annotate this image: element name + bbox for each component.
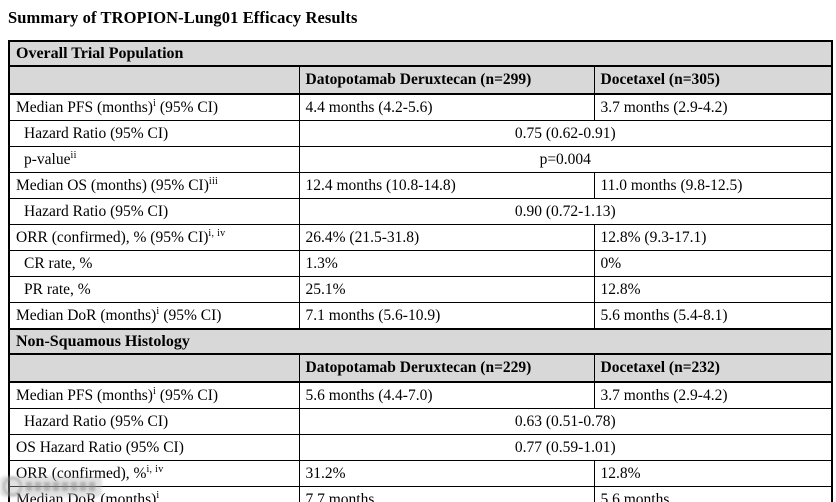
column-header-row: Datopotamab Deruxtecan (n=299) Docetaxel… <box>8 65 833 95</box>
table-row: Median PFS (months)i (95% CI) 4.4 months… <box>8 93 833 121</box>
value-combined: 0.77 (0.59-1.01) <box>298 434 833 461</box>
table-row: PR rate, % 25.1% 12.8% <box>8 276 833 303</box>
watermark <box>0 476 102 497</box>
value-dato: 12.4 months (10.8-14.8) <box>298 172 595 199</box>
value-docetaxel: 5.6 months (5.4-8.1) <box>593 302 833 330</box>
watermark-badge-icon <box>3 477 22 496</box>
value-combined: 0.90 (0.72-1.13) <box>298 198 833 225</box>
table-row: Hazard Ratio (95% CI) 0.90 (0.72-1.13) <box>8 198 833 225</box>
section-header-overall: Overall Trial Population <box>8 40 833 67</box>
superscript: iii <box>208 175 219 187</box>
section-header-nonsquamous: Non-Squamous Histology <box>8 328 833 355</box>
table-row: CR rate, % 1.3% 0% <box>8 250 833 277</box>
row-label: CR rate, % <box>8 250 300 277</box>
value-docetaxel: 5.6 months <box>593 486 833 502</box>
superscript: i <box>152 385 157 397</box>
superscript: i, iv <box>208 227 226 239</box>
column-header-row: Datopotamab Deruxtecan (n=229) Docetaxel… <box>8 353 833 383</box>
value-combined: 0.75 (0.62-0.91) <box>298 120 833 147</box>
table-row: OS Hazard Ratio (95% CI) 0.77 (0.59-1.01… <box>8 434 833 461</box>
value-docetaxel: 12.8% (9.3-17.1) <box>593 224 833 251</box>
value-docetaxel: 11.0 months (9.8-12.5) <box>593 172 833 199</box>
column-header-dato: Datopotamab Deruxtecan (n=229) <box>298 353 595 383</box>
value-dato: 5.6 months (4.4-7.0) <box>298 381 595 409</box>
column-header-docetaxel: Docetaxel (n=305) <box>593 65 833 95</box>
row-label: ORR (confirmed), % (95% CI)i, iv <box>8 224 300 251</box>
superscript: i <box>156 305 160 317</box>
column-header-blank <box>8 65 300 95</box>
table-row: Median OS (months) (95% CI)iii 12.4 mont… <box>8 172 833 199</box>
value-dato: 26.4% (21.5-31.8) <box>298 224 595 251</box>
column-header-blank <box>8 353 300 383</box>
table-row: Hazard Ratio (95% CI) 0.63 (0.51-0.78) <box>8 408 833 435</box>
column-header-dato: Datopotamab Deruxtecan (n=299) <box>298 65 595 95</box>
row-label: Median PFS (months)i (95% CI) <box>8 93 300 121</box>
superscript: i <box>156 489 160 501</box>
value-dato: 7.7 months <box>298 486 595 502</box>
row-label: Hazard Ratio (95% CI) <box>8 408 300 435</box>
efficacy-results-table: Overall Trial Population Datopotamab Der… <box>8 40 834 502</box>
table-row: Median DoR (months)i 7.7 months 5.6 mont… <box>8 486 833 502</box>
value-dato: 7.1 months (5.6-10.9) <box>298 302 595 330</box>
value-combined: p=0.004 <box>298 146 833 173</box>
value-docetaxel: 12.8% <box>593 276 833 303</box>
value-dato: 25.1% <box>298 276 595 303</box>
row-label: Hazard Ratio (95% CI) <box>8 120 300 147</box>
section-header-label: Non-Squamous Histology <box>8 328 833 355</box>
row-label: Median DoR (months)i (95% CI) <box>8 302 300 330</box>
row-label: Median PFS (months)i (95% CI) <box>8 381 300 409</box>
row-label: PR rate, % <box>8 276 300 303</box>
table-row: ORR (confirmed), %i, iv 31.2% 12.8% <box>8 460 833 487</box>
watermark-blurred-text <box>26 482 96 491</box>
value-docetaxel: 3.7 months (2.9-4.2) <box>593 93 833 121</box>
row-label: Hazard Ratio (95% CI) <box>8 198 300 225</box>
row-label: p-valueii <box>8 146 300 173</box>
table-row: ORR (confirmed), % (95% CI)i, iv 26.4% (… <box>8 224 833 251</box>
table-row: p-valueii p=0.004 <box>8 146 833 173</box>
value-docetaxel: 3.7 months (2.9-4.2) <box>593 381 833 409</box>
section-header-label: Overall Trial Population <box>8 40 833 67</box>
value-docetaxel: 0% <box>593 250 833 277</box>
column-header-docetaxel: Docetaxel (n=232) <box>593 353 833 383</box>
row-label: Median OS (months) (95% CI)iii <box>8 172 300 199</box>
superscript: i <box>152 97 157 109</box>
table-row: Median DoR (months)i (95% CI) 7.1 months… <box>8 302 833 330</box>
value-docetaxel: 12.8% <box>593 460 833 487</box>
value-dato: 31.2% <box>298 460 595 487</box>
value-combined: 0.63 (0.51-0.78) <box>298 408 833 435</box>
row-label: OS Hazard Ratio (95% CI) <box>8 434 300 461</box>
superscript: ii <box>70 149 77 161</box>
value-dato: 4.4 months (4.2-5.6) <box>298 93 595 121</box>
value-dato: 1.3% <box>298 250 595 277</box>
superscript: i, iv <box>146 463 164 475</box>
table-row: Hazard Ratio (95% CI) 0.75 (0.62-0.91) <box>8 120 833 147</box>
table-row: Median PFS (months)i (95% CI) 5.6 months… <box>8 381 833 409</box>
page-title: Summary of TROPION-Lung01 Efficacy Resul… <box>8 8 358 27</box>
